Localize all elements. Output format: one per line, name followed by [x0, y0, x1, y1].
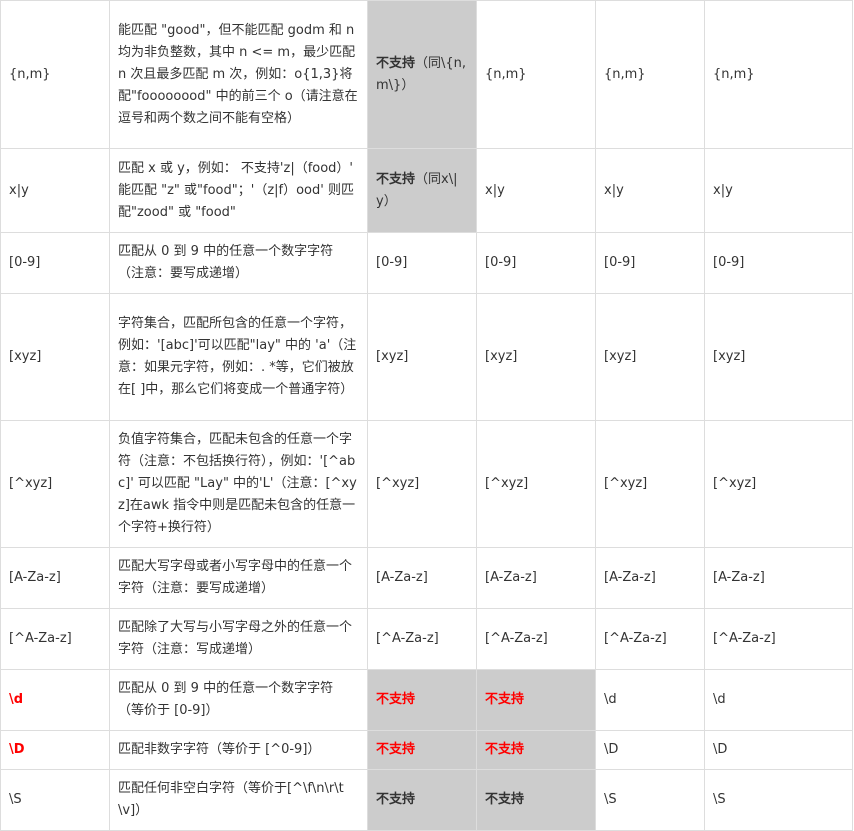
- support-cell: x|y: [476, 148, 596, 233]
- support-cell: \d: [704, 669, 853, 731]
- description-cell: 匹配除了大写与小写字母之外的任意一个字符（注意：写成递增）: [109, 608, 368, 670]
- description-cell: 匹配非数字字符（等价于 [^0-9]）: [109, 730, 368, 770]
- description-cell: 能匹配 "good"，但不能匹配 godm 和 n 均为非负整数，其中 n <=…: [109, 0, 368, 149]
- description-cell: 匹配从 0 到 9 中的任意一个数字字符（等价于 [0-9]）: [109, 669, 368, 731]
- unsupported-cell: 不支持: [476, 669, 596, 731]
- description-cell: 匹配任何非空白字符（等价于[^\f\n\r\t\v]）: [109, 769, 368, 831]
- support-cell: [0-9]: [704, 232, 853, 294]
- support-cell: [xyz]: [704, 293, 853, 421]
- equivalent-note: （同x\|y）: [376, 171, 458, 209]
- support-cell: \D: [595, 730, 705, 770]
- table-row: \S 匹配任何非空白字符（等价于[^\f\n\r\t\v]） 不支持 不支持 \…: [0, 769, 853, 831]
- support-cell: [A-Za-z]: [595, 547, 705, 609]
- pattern-cell: \S: [0, 769, 110, 831]
- support-cell: [^A-Za-z]: [367, 608, 477, 670]
- table-row: [^xyz] 负值字符集合，匹配未包含的任意一个字符（注意：不包括换行符），例如…: [0, 420, 853, 548]
- support-cell: \d: [595, 669, 705, 731]
- pattern-cell: [A-Za-z]: [0, 547, 110, 609]
- unsupported-label: 不支持: [376, 171, 416, 187]
- support-cell: [A-Za-z]: [367, 547, 477, 609]
- support-cell: 不支持（同\{n,m\}）: [367, 0, 477, 149]
- support-cell: [xyz]: [595, 293, 705, 421]
- description-cell: 字符集合，匹配所包含的任意一个字符，例如：'[abc]'可以匹配"lay" 中的…: [109, 293, 368, 421]
- support-cell: [^A-Za-z]: [704, 608, 853, 670]
- unsupported-cell: 不支持: [367, 669, 477, 731]
- unsupported-label: 不支持: [376, 55, 416, 71]
- support-cell: [0-9]: [476, 232, 596, 294]
- pattern-cell: {n,m}: [0, 0, 110, 149]
- support-cell: \S: [704, 769, 853, 831]
- pattern-cell: [0-9]: [0, 232, 110, 294]
- unsupported-cell: 不支持: [476, 769, 596, 831]
- support-cell: {n,m}: [704, 0, 853, 149]
- support-cell: [^xyz]: [476, 420, 596, 548]
- support-cell: [0-9]: [595, 232, 705, 294]
- table-row: {n,m} 能匹配 "good"，但不能匹配 godm 和 n 均为非负整数，其…: [0, 0, 853, 149]
- support-cell: 不支持（同x\|y）: [367, 148, 477, 233]
- table-row: [xyz] 字符集合，匹配所包含的任意一个字符，例如：'[abc]'可以匹配"l…: [0, 293, 853, 421]
- pattern-cell: [^A-Za-z]: [0, 608, 110, 670]
- support-cell: {n,m}: [476, 0, 596, 149]
- description-cell: 匹配 x 或 y，例如： 不支持'z|（food）' 能匹配 "z" 或"foo…: [109, 148, 368, 233]
- unsupported-cell: 不支持: [367, 769, 477, 831]
- equivalent-note: （同\{n,m\}）: [376, 55, 467, 93]
- description-cell: 匹配从 0 到 9 中的任意一个数字字符（注意：要写成递增）: [109, 232, 368, 294]
- support-cell: [A-Za-z]: [476, 547, 596, 609]
- description-cell: 负值字符集合，匹配未包含的任意一个字符（注意：不包括换行符），例如：'[^abc…: [109, 420, 368, 548]
- support-cell: [^A-Za-z]: [476, 608, 596, 670]
- support-cell: {n,m}: [595, 0, 705, 149]
- table-row: [^A-Za-z] 匹配除了大写与小写字母之外的任意一个字符（注意：写成递增） …: [0, 608, 853, 670]
- pattern-cell: \d: [0, 669, 110, 731]
- support-cell: [A-Za-z]: [704, 547, 853, 609]
- table-row: [A-Za-z] 匹配大写字母或者小写字母中的任意一个字符（注意：要写成递增） …: [0, 547, 853, 609]
- support-cell: [xyz]: [367, 293, 477, 421]
- unsupported-cell: 不支持: [367, 730, 477, 770]
- description-cell: 匹配大写字母或者小写字母中的任意一个字符（注意：要写成递增）: [109, 547, 368, 609]
- support-cell: x|y: [595, 148, 705, 233]
- pattern-cell: \D: [0, 730, 110, 770]
- table-row: [0-9] 匹配从 0 到 9 中的任意一个数字字符（注意：要写成递增） [0-…: [0, 232, 853, 294]
- support-cell: [0-9]: [367, 232, 477, 294]
- support-cell: [xyz]: [476, 293, 596, 421]
- table-row: \D 匹配非数字字符（等价于 [^0-9]） 不支持 不支持 \D \D: [0, 730, 853, 770]
- pattern-cell: [^xyz]: [0, 420, 110, 548]
- pattern-cell: x|y: [0, 148, 110, 233]
- pattern-cell: [xyz]: [0, 293, 110, 421]
- unsupported-cell: 不支持: [476, 730, 596, 770]
- support-cell: [^xyz]: [704, 420, 853, 548]
- support-cell: [^xyz]: [367, 420, 477, 548]
- support-cell: [^xyz]: [595, 420, 705, 548]
- table-row: x|y 匹配 x 或 y，例如： 不支持'z|（food）' 能匹配 "z" 或…: [0, 148, 853, 233]
- support-cell: \D: [704, 730, 853, 770]
- support-cell: x|y: [704, 148, 853, 233]
- support-cell: \S: [595, 769, 705, 831]
- support-cell: [^A-Za-z]: [595, 608, 705, 670]
- table-row: \d 匹配从 0 到 9 中的任意一个数字字符（等价于 [0-9]） 不支持 不…: [0, 669, 853, 731]
